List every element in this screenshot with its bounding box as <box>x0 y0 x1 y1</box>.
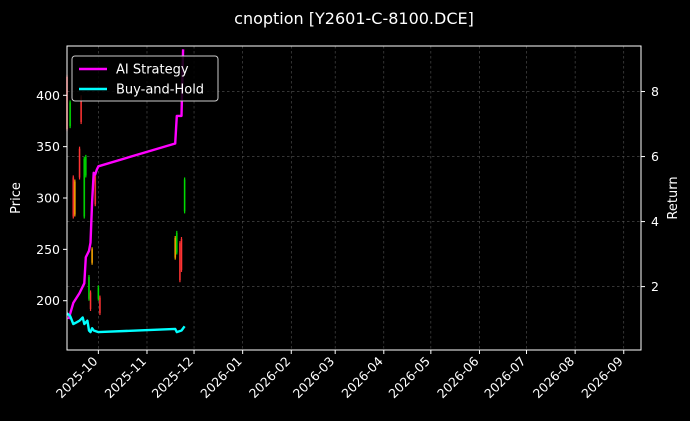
candle-body <box>80 97 83 123</box>
candle-body <box>99 297 101 314</box>
y2-axis-title: Return <box>666 176 681 219</box>
series-line-1 <box>66 312 186 334</box>
y-tick-label: 300 <box>36 191 60 206</box>
series-lines <box>66 49 186 334</box>
legend-label: AI Strategy <box>116 63 189 78</box>
candle-body <box>83 158 86 217</box>
y2-tick-label: 6 <box>651 149 659 164</box>
candle-body <box>94 174 97 205</box>
candle-body <box>88 277 90 299</box>
candle-body <box>72 177 75 217</box>
candle-body <box>78 148 81 178</box>
y-tick-label: 400 <box>36 88 60 103</box>
y2-tick-label: 2 <box>651 279 659 294</box>
candle-body <box>174 238 177 258</box>
series-line-0 <box>67 49 185 320</box>
candle-body <box>180 239 183 270</box>
y2-tick-label: 8 <box>651 84 659 99</box>
candle-body <box>91 249 93 263</box>
candle-body <box>97 287 100 299</box>
y-axis-left: 200 250 300 350 400 <box>36 88 67 308</box>
y-tick-label: 250 <box>36 242 60 257</box>
y-tick-label: 350 <box>36 139 60 154</box>
legend-label: Buy-and-Hold <box>116 83 204 98</box>
candle-body <box>73 181 76 215</box>
legend-box <box>71 55 219 102</box>
candle-body <box>175 232 178 253</box>
candle-body <box>89 292 92 309</box>
candle-body <box>179 243 181 281</box>
y-tick-label: 200 <box>36 293 60 308</box>
y-axis-right: 2 4 6 8 <box>641 84 659 294</box>
y-axis-title: Price <box>9 182 24 214</box>
candle-body <box>183 179 186 212</box>
y2-tick-label: 4 <box>651 214 659 229</box>
chart-title: cnoption [Y2601-C-8100.DCE] <box>234 9 474 28</box>
legend: AI Strategy Buy-and-Hold <box>71 55 219 102</box>
candle-body <box>69 102 72 127</box>
candle-body <box>84 156 87 176</box>
